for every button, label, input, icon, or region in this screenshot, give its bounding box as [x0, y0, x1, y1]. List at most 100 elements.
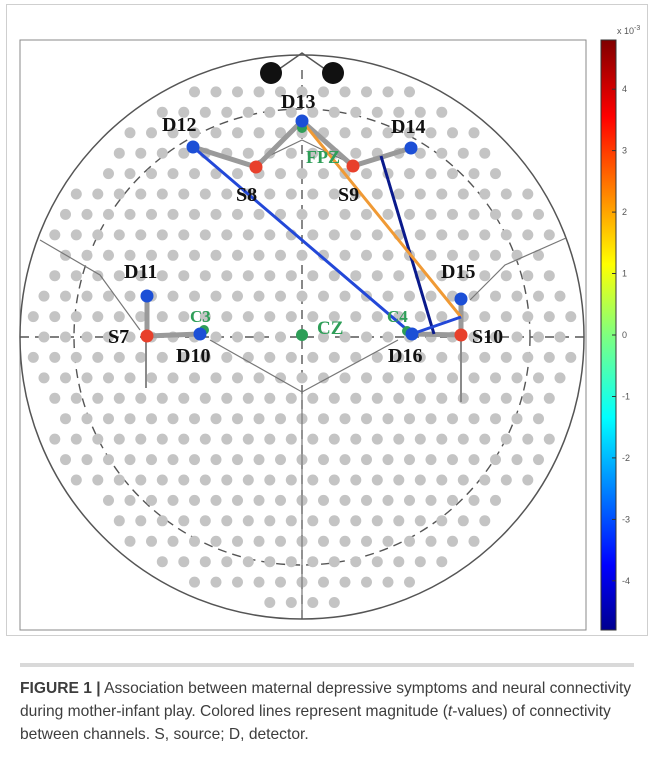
grid-dot — [242, 311, 254, 323]
grid-dot — [361, 249, 372, 261]
grid-dot — [113, 392, 125, 404]
grid-dot — [404, 127, 415, 139]
grid-dot — [350, 392, 362, 404]
source-s8 — [249, 160, 263, 174]
grid-dot — [457, 270, 469, 282]
grid-dot — [210, 331, 222, 343]
grid-dot — [511, 331, 523, 343]
grid-dot — [275, 290, 286, 302]
grid-dot — [414, 433, 426, 445]
grid-dot — [382, 576, 394, 588]
label-d16: D16 — [388, 345, 422, 367]
grid-dot — [339, 494, 351, 506]
grid-dot — [436, 556, 448, 568]
grid-dot — [242, 106, 254, 118]
grid-dot — [210, 290, 222, 302]
colorbar-tick-label: -1 — [622, 392, 630, 402]
grid-dot — [318, 208, 329, 220]
grid-dot — [543, 311, 555, 323]
grid-dot — [146, 454, 157, 466]
grid-dot — [382, 535, 394, 547]
connectivity-link-s10-d16 — [411, 315, 462, 336]
grid-dot — [318, 494, 329, 506]
grid-dot — [81, 372, 93, 384]
grid-dot — [533, 454, 544, 466]
grid-dot — [479, 351, 491, 363]
grid-dot — [522, 351, 534, 363]
grid-dot — [70, 270, 82, 282]
source-s7 — [140, 329, 154, 343]
grid-dot — [210, 454, 222, 466]
grid-dot — [178, 392, 190, 404]
grid-dot — [382, 413, 394, 425]
grid-dot — [135, 515, 147, 527]
grid-dot — [210, 249, 222, 261]
grid-dot — [27, 351, 39, 363]
grid-dot — [350, 515, 362, 527]
grid-dot — [135, 311, 147, 323]
grid-dot — [468, 249, 480, 261]
grid-dot — [253, 249, 265, 261]
grid-dot — [468, 372, 480, 384]
grid-dot — [103, 208, 114, 220]
grid-dot — [60, 331, 71, 343]
grid-dot — [232, 249, 243, 261]
grid-dot — [242, 392, 254, 404]
grid-dot — [468, 208, 480, 220]
channel-d13-s9 — [299, 118, 356, 169]
grid-dot — [328, 270, 340, 282]
grid-dot — [479, 515, 491, 527]
grid-dot — [113, 433, 125, 445]
grid-dot — [500, 229, 512, 241]
grid-dot — [210, 576, 222, 588]
grid-dot — [414, 188, 426, 200]
grid-dot — [436, 229, 448, 241]
grid-dot — [447, 494, 458, 506]
grid-dot — [38, 290, 50, 302]
grid-dot — [167, 454, 179, 466]
grid-dot — [178, 556, 190, 568]
grid-dot — [436, 147, 448, 159]
grid-dot — [296, 168, 308, 180]
grid-dot — [522, 270, 534, 282]
grid-dot — [146, 127, 157, 139]
grid-dot — [199, 311, 211, 323]
grid-dot — [167, 535, 179, 547]
grid-dot — [189, 208, 200, 220]
grid-dot — [490, 168, 501, 180]
detector-d15 — [454, 292, 468, 306]
detector-d12 — [186, 140, 200, 154]
colorbar-exponent: x 10-3 — [617, 25, 640, 36]
source-s9 — [346, 159, 360, 173]
grid-dot — [307, 106, 319, 118]
grid-dot — [543, 392, 555, 404]
label-d11: D11 — [124, 261, 157, 283]
grid-dot — [167, 290, 179, 302]
grid-dot — [232, 290, 243, 302]
grid-dot — [81, 290, 93, 302]
grid-dot — [60, 454, 71, 466]
grid-dot — [468, 413, 480, 425]
grid-dot — [103, 372, 114, 384]
grid-dot — [124, 331, 136, 343]
grid-dot — [135, 147, 147, 159]
grid-dot — [285, 392, 297, 404]
grid-dot — [404, 413, 415, 425]
grid-dot — [328, 597, 340, 608]
grid-dot — [253, 86, 265, 98]
grid-dot — [221, 515, 233, 527]
grid-dot — [156, 515, 168, 527]
grid-dot — [350, 433, 362, 445]
grid-dot — [414, 147, 426, 159]
grid-dot — [146, 494, 157, 506]
grid-dot — [382, 290, 394, 302]
optode-grid-dots — [27, 86, 577, 608]
grid-dot — [81, 331, 93, 343]
grid-dot — [178, 351, 190, 363]
colorbar-tick-label: -4 — [622, 576, 630, 586]
grid-dot — [38, 331, 50, 343]
label-d13: D13 — [281, 91, 315, 113]
grid-dot — [457, 392, 469, 404]
grid-dot — [156, 351, 168, 363]
grid-dot — [543, 270, 555, 282]
